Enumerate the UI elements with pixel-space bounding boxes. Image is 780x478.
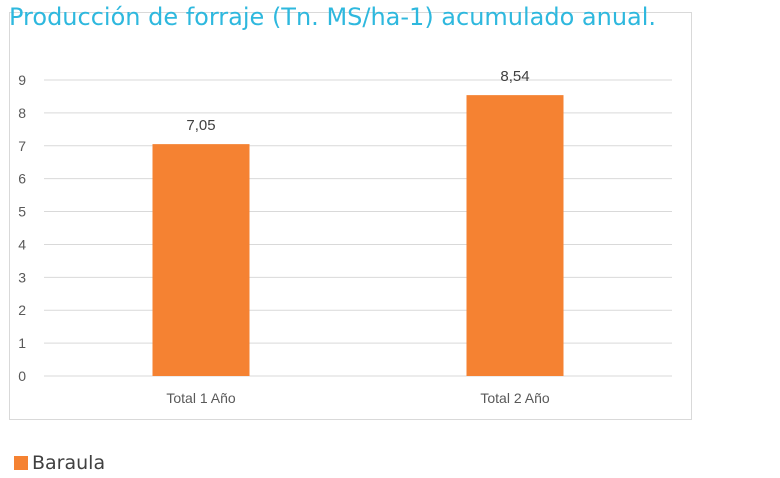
bar-2 (466, 95, 564, 376)
y-tick-label-9: 9 (18, 72, 26, 88)
x-tick-label-1: Total 1 Año (166, 390, 235, 406)
y-tick-label-8: 8 (18, 105, 26, 121)
y-tick-label-7: 7 (18, 138, 26, 154)
data-label-2: 8,54 (500, 68, 529, 85)
y-tick-label-2: 2 (18, 302, 26, 318)
data-label-1: 7,05 (186, 117, 215, 134)
y-tick-label-6: 6 (18, 171, 26, 187)
x-tick-label-2: Total 2 Año (480, 390, 549, 406)
y-tick-label-4: 4 (18, 236, 26, 252)
bar-1 (152, 144, 250, 376)
y-tick-label-3: 3 (18, 269, 26, 285)
legend: Baraula (14, 452, 105, 474)
y-tick-label-5: 5 (18, 204, 26, 220)
chart-title: Producción de forraje (Tn. MS/ha-1) acum… (9, 3, 657, 31)
legend-swatch-baraula (14, 456, 28, 470)
legend-label-baraula: Baraula (32, 452, 106, 474)
y-tick-label-1: 1 (18, 335, 26, 351)
y-tick-label-0: 0 (18, 368, 26, 384)
